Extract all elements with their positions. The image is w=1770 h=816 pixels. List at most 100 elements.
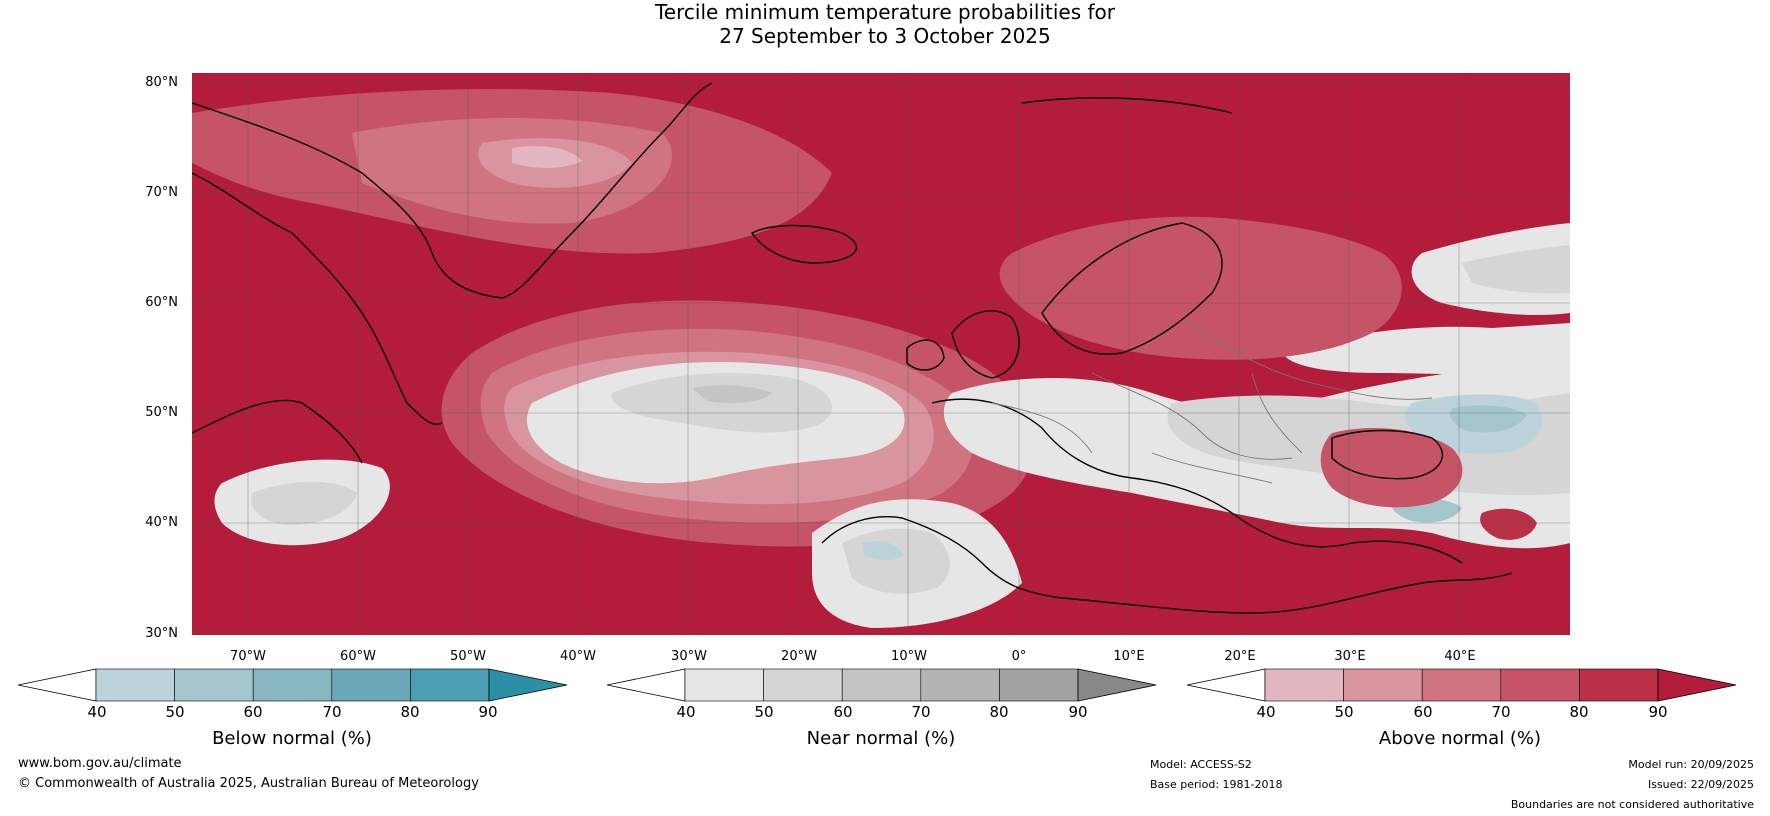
below-extend-high bbox=[488, 668, 568, 702]
below-tick-60: 60 bbox=[243, 703, 263, 721]
lat-label-40n: 40°N bbox=[145, 515, 178, 530]
near-tick-40: 40 bbox=[676, 703, 696, 721]
near-tick-70: 70 bbox=[911, 703, 931, 721]
greenland-coast bbox=[192, 82, 713, 299]
near-segment-5 bbox=[999, 668, 1079, 702]
ireland-coast bbox=[906, 339, 945, 371]
med-north-coast bbox=[931, 398, 1463, 564]
near-tick-90: 90 bbox=[1068, 703, 1088, 721]
lon-label-10e: 10°E bbox=[1113, 649, 1145, 664]
below-normal-title: Below normal (%) bbox=[212, 728, 372, 749]
below-tick-80: 80 bbox=[400, 703, 420, 721]
colorbars bbox=[17, 668, 1737, 702]
near-segment-1 bbox=[684, 668, 764, 702]
above-segment-5 bbox=[1579, 668, 1659, 702]
black-sea-above bbox=[1320, 428, 1463, 508]
above-segment-4 bbox=[1500, 668, 1580, 702]
below-segment-2 bbox=[174, 668, 254, 702]
below-segment-4 bbox=[331, 668, 411, 702]
near-extend-low bbox=[606, 668, 686, 702]
below-tick-90: 90 bbox=[478, 703, 498, 721]
below-segment-5 bbox=[410, 668, 490, 702]
near-normal-title: Near normal (%) bbox=[806, 728, 956, 749]
lat-label-70n: 70°N bbox=[145, 185, 178, 200]
lon-label-20w: 20°W bbox=[781, 649, 817, 664]
below-segment-1 bbox=[95, 668, 175, 702]
ne-near-core bbox=[1462, 245, 1570, 294]
lat-label-80n: 80°N bbox=[145, 75, 178, 90]
above-tick-70: 70 bbox=[1491, 703, 1511, 721]
caspian-below-core bbox=[1450, 405, 1527, 433]
colorbar-above-normal bbox=[1186, 668, 1737, 702]
near-tick-80: 80 bbox=[989, 703, 1009, 721]
africa-coast bbox=[821, 516, 1513, 614]
svalbard-coast bbox=[1021, 97, 1233, 114]
below-segment-3 bbox=[252, 668, 333, 702]
lat-label-60n: 60°N bbox=[145, 295, 178, 310]
above-segment-2 bbox=[1343, 668, 1423, 702]
graticule bbox=[192, 73, 1570, 635]
above-tick-40: 40 bbox=[1256, 703, 1276, 721]
sw-near-core bbox=[251, 481, 357, 525]
canada-coast bbox=[192, 172, 443, 425]
above-tick-90: 90 bbox=[1648, 703, 1668, 721]
below-tick-70: 70 bbox=[322, 703, 342, 721]
lon-label-30e: 30°E bbox=[1334, 649, 1366, 664]
iceland-coast bbox=[750, 224, 858, 264]
model-text: Model: ACCESS-S2 bbox=[1150, 758, 1252, 771]
greenland-peak bbox=[512, 146, 582, 168]
above-segment-1 bbox=[1264, 668, 1344, 702]
scandinavia-above-70 bbox=[999, 216, 1402, 360]
colorbar-near-normal bbox=[606, 668, 1157, 702]
lon-label-60w: 60°W bbox=[340, 649, 376, 664]
above-normal-title: Above normal (%) bbox=[1378, 728, 1542, 749]
borders bbox=[991, 322, 1433, 484]
above-segment-3 bbox=[1421, 668, 1502, 702]
issued-text: Issued: 22/09/2025 bbox=[1647, 778, 1754, 791]
copyright-text: © Commonwealth of Australia 2025, Austra… bbox=[18, 776, 479, 791]
above-tick-50: 50 bbox=[1334, 703, 1354, 721]
above-tick-60: 60 bbox=[1413, 703, 1433, 721]
lon-label-40w: 40°W bbox=[560, 649, 596, 664]
below-extend-low bbox=[17, 668, 97, 702]
atlantic-near-core bbox=[611, 373, 832, 433]
above-extend-low bbox=[1186, 668, 1266, 702]
map-graphic bbox=[192, 73, 1570, 635]
lon-label-10w: 10°W bbox=[891, 649, 927, 664]
near-extend-high bbox=[1077, 668, 1157, 702]
black-sea-coast bbox=[1331, 429, 1444, 480]
near-segment-3 bbox=[841, 668, 922, 702]
disclaimer-text: Boundaries are not considered authoritat… bbox=[1510, 798, 1754, 811]
lon-label-50w: 50°W bbox=[450, 649, 486, 664]
above-extend-high bbox=[1657, 668, 1737, 702]
lat-label-50n: 50°N bbox=[145, 405, 178, 420]
near-tick-60: 60 bbox=[833, 703, 853, 721]
lon-label-30w: 30°W bbox=[671, 649, 707, 664]
lat-label-30n: 30°N bbox=[145, 626, 178, 641]
britain-coast bbox=[951, 310, 1020, 379]
east-anatolia-above bbox=[1480, 508, 1537, 540]
scandinavia-coast bbox=[1041, 222, 1223, 355]
near-segment-4 bbox=[920, 668, 1000, 702]
model-run-text: Model run: 20/09/2025 bbox=[1628, 758, 1754, 771]
lon-label-40e: 40°E bbox=[1444, 649, 1476, 664]
below-tick-40: 40 bbox=[87, 703, 107, 721]
above-tick-80: 80 bbox=[1569, 703, 1589, 721]
atlantic-near-peak bbox=[692, 385, 772, 403]
near-segment-2 bbox=[763, 668, 843, 702]
lon-label-20e: 20°E bbox=[1224, 649, 1256, 664]
website-link[interactable]: www.bom.gov.au/climate bbox=[18, 756, 182, 771]
near-tick-50: 50 bbox=[754, 703, 774, 721]
probability-map bbox=[192, 73, 1570, 635]
lon-label-0: 0° bbox=[1011, 649, 1027, 664]
lon-label-70w: 70°W bbox=[230, 649, 266, 664]
title-line-1: Tercile minimum temperature probabilitie… bbox=[654, 0, 1116, 24]
below-tick-50: 50 bbox=[165, 703, 185, 721]
map-title: Tercile minimum temperature probabilitie… bbox=[0, 0, 1770, 48]
newfoundland-coast bbox=[192, 399, 363, 464]
title-line-2: 27 September to 3 October 2025 bbox=[719, 24, 1051, 48]
base-period-text: Base period: 1981-2018 bbox=[1150, 778, 1283, 791]
colorbar-below-normal bbox=[17, 668, 568, 702]
coastlines bbox=[192, 82, 1513, 614]
iberia-below-normal bbox=[862, 541, 904, 561]
